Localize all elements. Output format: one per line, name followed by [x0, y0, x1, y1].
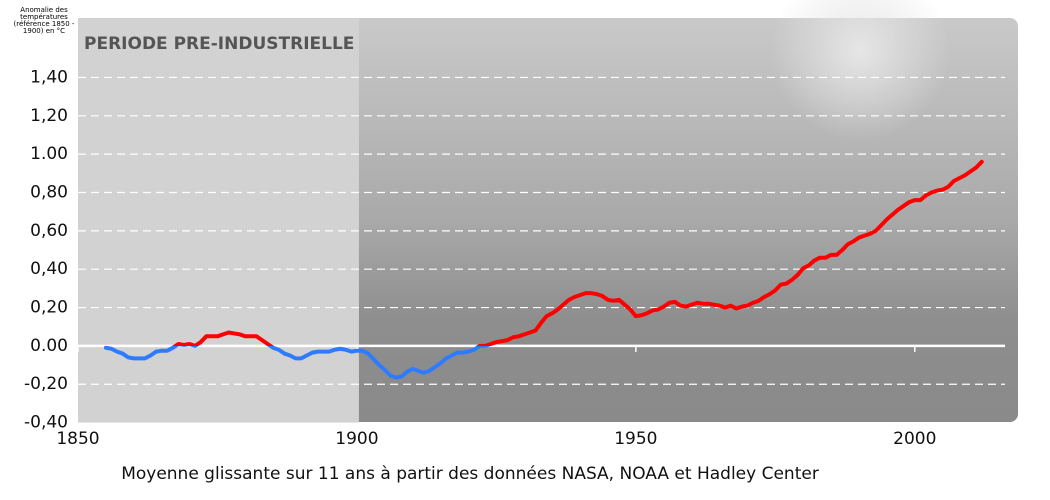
- x-tick-label: 1900: [335, 429, 378, 449]
- anomaly-line: [103, 159, 984, 380]
- y-tick-label: -0,20: [24, 374, 68, 394]
- y-tick-label: 0,40: [30, 259, 68, 279]
- y-tick-label: 0,60: [30, 221, 68, 241]
- shaded-period: [78, 18, 359, 423]
- y-tick-label: 1,40: [30, 67, 68, 87]
- sun-glow: [770, 0, 950, 140]
- x-tick-label: 2000: [893, 429, 936, 449]
- y-tick-label: 1,20: [30, 106, 68, 126]
- y-tick-label: -0,40: [24, 413, 68, 433]
- shaded-period-label: PERIODE PRE-INDUSTRIELLE: [84, 34, 354, 54]
- y-tick-label: 0,20: [30, 298, 68, 318]
- x-tick-label: 1850: [56, 429, 99, 449]
- y-axis-label: Anomalie des températures (référence 1850 …: [14, 6, 75, 35]
- y-tick-label: 0,80: [30, 182, 68, 202]
- x-tick-label: 1950: [614, 429, 657, 449]
- caption: Moyenne glissante sur 11 ans à partir de…: [121, 464, 819, 484]
- y-tick-label: 1.00: [30, 144, 68, 164]
- y-tick-label: 0.00: [30, 336, 68, 356]
